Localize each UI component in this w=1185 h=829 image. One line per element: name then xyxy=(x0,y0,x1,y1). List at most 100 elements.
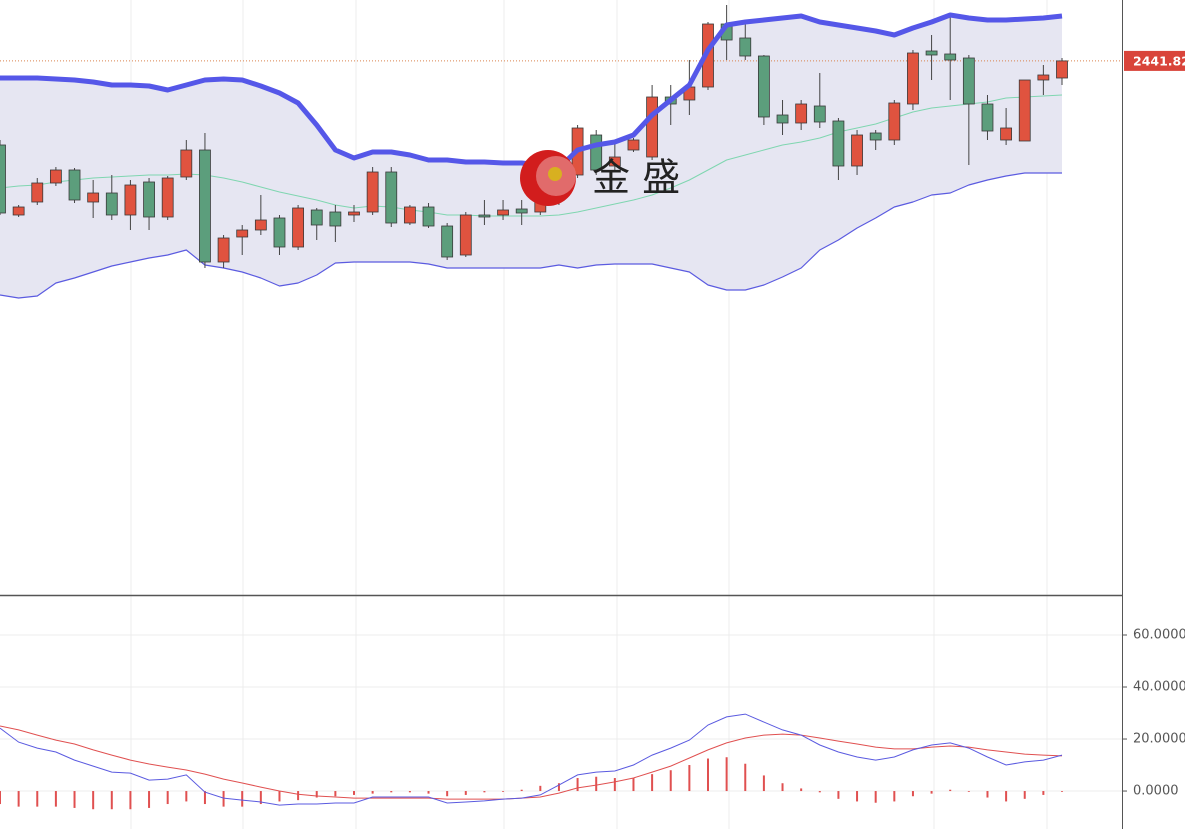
candle-body xyxy=(329,211,342,227)
candle-body xyxy=(366,171,379,213)
band-lower xyxy=(0,172,1062,299)
histogram-bar xyxy=(259,791,262,805)
histogram-bar xyxy=(781,783,784,792)
candle-body xyxy=(161,177,174,218)
histogram-bar xyxy=(874,791,877,803)
histogram-bar xyxy=(483,791,486,793)
histogram-bar xyxy=(744,763,747,792)
histogram-bar xyxy=(949,789,952,792)
candle-body xyxy=(1056,60,1068,79)
candle-body xyxy=(87,192,100,203)
plot-layer xyxy=(0,5,1122,810)
candle-body xyxy=(273,217,286,248)
candle-body xyxy=(869,132,882,141)
candle-body xyxy=(590,134,603,171)
histogram-bar xyxy=(17,791,20,807)
dea-line xyxy=(0,725,1063,800)
histogram-bar xyxy=(297,791,300,801)
candle-body xyxy=(199,149,211,263)
histogram-bar xyxy=(353,791,355,795)
histogram-bar xyxy=(1061,791,1063,792)
histogram-bar xyxy=(818,791,821,793)
histogram-bar xyxy=(371,791,374,794)
histogram-bar xyxy=(73,791,76,808)
histogram-bar xyxy=(129,791,132,810)
candle-body xyxy=(1000,127,1013,141)
candle-body xyxy=(907,52,919,105)
candle-body xyxy=(608,156,621,167)
candle-body xyxy=(124,184,137,216)
y-tick-label: 40.0000 xyxy=(1133,680,1185,695)
histogram-bar xyxy=(856,791,859,802)
dif-line xyxy=(0,713,1063,806)
histogram-bar xyxy=(1005,791,1008,802)
candle-body xyxy=(497,209,509,216)
histogram-bar xyxy=(595,776,598,792)
histogram-bar xyxy=(651,774,654,792)
histogram-bar xyxy=(893,791,896,802)
candle-body xyxy=(348,211,360,216)
candle-body xyxy=(105,192,118,216)
candle-body xyxy=(962,57,975,105)
candle-body xyxy=(832,120,845,167)
histogram-bar xyxy=(502,791,505,792)
candle-body xyxy=(925,50,938,56)
candle-body xyxy=(739,37,752,57)
candle-body xyxy=(627,139,640,151)
histogram-bar xyxy=(334,791,337,797)
candle-body xyxy=(12,206,25,216)
candle-body xyxy=(422,206,435,227)
histogram-bar xyxy=(36,791,39,807)
histogram-bar xyxy=(837,791,840,799)
histogram-bar xyxy=(427,791,430,794)
candle-body xyxy=(888,102,901,141)
histogram-bar xyxy=(446,791,449,797)
candle-body xyxy=(0,144,6,214)
candle-body xyxy=(292,207,305,248)
histogram-bar xyxy=(800,788,803,792)
candle-body xyxy=(813,105,826,123)
histogram-bar xyxy=(707,758,709,792)
histogram-bar xyxy=(688,765,691,792)
histogram-bar xyxy=(203,791,206,805)
last-price-tag xyxy=(1124,50,1185,71)
histogram-bar xyxy=(166,791,169,805)
histogram-bar xyxy=(185,791,188,802)
histogram-bar xyxy=(110,791,113,810)
histogram-bar xyxy=(390,791,393,793)
watermark-text: 金 盛 xyxy=(592,156,680,200)
candle-body xyxy=(776,114,789,124)
candle-body xyxy=(441,225,454,258)
candle-body xyxy=(217,237,230,263)
histogram-bar xyxy=(520,789,523,792)
candle-body xyxy=(310,209,323,226)
candle-body xyxy=(646,96,659,158)
candle-body xyxy=(180,149,193,178)
histogram-bar xyxy=(986,791,989,798)
candle-body xyxy=(515,208,528,214)
y-tick-label: 20.0000 xyxy=(1133,732,1185,747)
candle-body xyxy=(1018,79,1031,142)
candle-body xyxy=(795,103,808,124)
candle-body xyxy=(68,169,81,201)
logo-circle xyxy=(520,150,576,206)
candle-body xyxy=(478,214,491,218)
candle-body xyxy=(254,219,267,231)
histogram-bar xyxy=(669,770,672,792)
histogram-bar xyxy=(315,791,318,798)
candle-body xyxy=(1037,74,1050,81)
band-middle xyxy=(0,94,1063,217)
histogram-bar xyxy=(0,791,1,805)
histogram-bar xyxy=(576,778,579,792)
candle-body xyxy=(981,103,994,132)
y-tick-label: 60.0000 xyxy=(1133,628,1185,643)
watermark: 金 盛 xyxy=(520,150,680,206)
histogram-bar xyxy=(92,791,95,810)
histogram-bar xyxy=(408,791,411,793)
histogram-bar xyxy=(762,775,765,792)
histogram-bar xyxy=(1042,791,1045,795)
histogram-bar xyxy=(632,778,635,792)
histogram-bar xyxy=(911,791,914,797)
